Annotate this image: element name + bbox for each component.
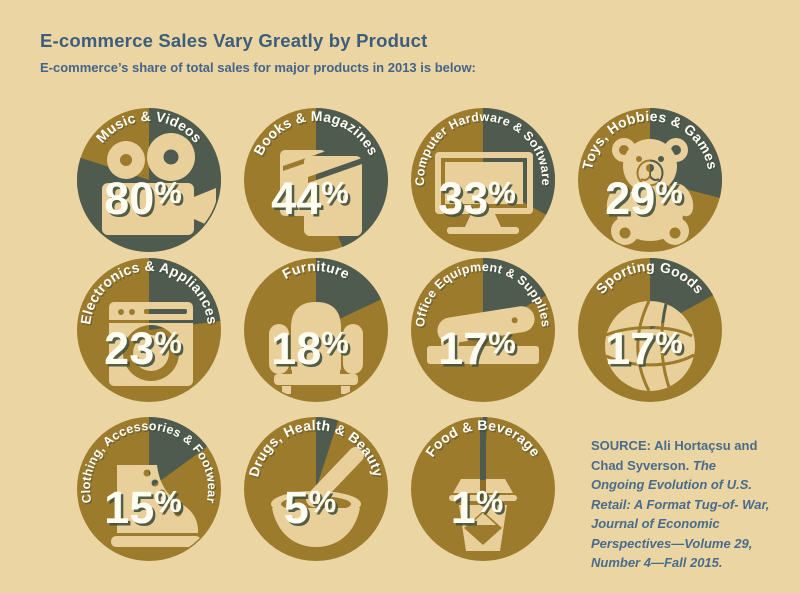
page-title: E-commerce Sales Vary Greatly by Product: [40, 30, 428, 51]
source-label: SOURCE:: [591, 438, 651, 453]
product-percentage-shadow: 29%: [608, 175, 686, 226]
page-subtitle: E-commerce’s share of total sales for ma…: [40, 60, 476, 75]
product-circle-washing-machine: 23% 23% Electronics & Appliances Electro…: [77, 258, 222, 402]
product-cell: 80% 80% Music & Videos Music & Videos: [69, 100, 229, 260]
product-circle-mortar-pestle: 5% 5% Drugs, Health & Beauty Drugs, Heal…: [244, 417, 388, 561]
product-circle-coffee-cup: 1% 1% Food & Beverage Food & Beverage: [411, 417, 555, 561]
product-circle-teddy-bear: 29% 29% Toys, Hobbies & Games Toys, Hobb…: [578, 108, 722, 252]
source-note: SOURCE: Ali Hortaçsu and Chad Syverson. …: [591, 436, 773, 573]
product-cell: 18% 18% Furniture Furniture: [236, 250, 396, 410]
armchair-icon: [245, 259, 387, 401]
product-circle-armchair: 18% 18% Furniture Furniture: [244, 258, 388, 402]
product-cell: 1% 1% Food & Beverage Food & Beverage: [403, 409, 563, 569]
boot-icon: [78, 418, 220, 560]
product-circle-volleyball: 17% 17% Sporting Goods Sporting Goods: [578, 258, 722, 402]
product-circle-boot: 15% 15% Clothing, Accessories & Footwear…: [77, 417, 221, 561]
movie-camera-icon: [78, 109, 220, 251]
books-icon: [245, 109, 387, 251]
straw-icon: [480, 419, 486, 504]
mortar-pestle-icon: [245, 418, 387, 560]
product-circle-monitor: 33% 33% Computer Hardware & Software Com…: [411, 108, 555, 252]
product-cell: 17% 17% Sporting Goods Sporting Goods: [570, 250, 730, 410]
product-circle-movie-camera: 80% 80% Music & Videos Music & Videos: [76, 108, 221, 252]
product-cell: 33% 33% Computer Hardware & Software Com…: [403, 100, 563, 260]
volleyball-icon: [579, 259, 721, 401]
washing-machine-icon: [78, 259, 220, 401]
product-circle-stapler: 17% 17% Office Equipment & Supplies Offi…: [411, 258, 555, 402]
monitor-icon: [412, 109, 554, 251]
product-cell: 44% 44% Books & Magazines Books & Magazi…: [236, 100, 396, 260]
product-percentage: 18%: [271, 323, 349, 374]
product-percentage: 17%: [605, 323, 683, 374]
product-cell: 23% 23% Electronics & Appliances Electro…: [69, 250, 229, 410]
product-percentage-shadow: 15%: [107, 484, 185, 535]
product-circle-books: 44% 44% Books & Magazines Books & Magazi…: [244, 108, 388, 252]
stapler-icon: [412, 259, 554, 401]
product-percentage-shadow: 80%: [107, 175, 185, 226]
product-cell: 5% 5% Drugs, Health & Beauty Drugs, Heal…: [236, 409, 396, 569]
product-cell: 29% 29% Toys, Hobbies & Games Toys, Hobb…: [570, 100, 730, 260]
source-work: The Ongoing Evolution of U.S. Retail: A …: [591, 457, 770, 571]
source-authors: Ali Hortaçsu and Chad Syverson.: [591, 438, 758, 473]
product-cell: 15% 15% Clothing, Accessories & Footwear…: [69, 409, 229, 569]
product-cell: 17% 17% Office Equipment & Supplies Offi…: [403, 250, 563, 410]
teddy-bear-icon: [579, 109, 721, 251]
product-percentage-shadow: 5%: [286, 484, 339, 535]
